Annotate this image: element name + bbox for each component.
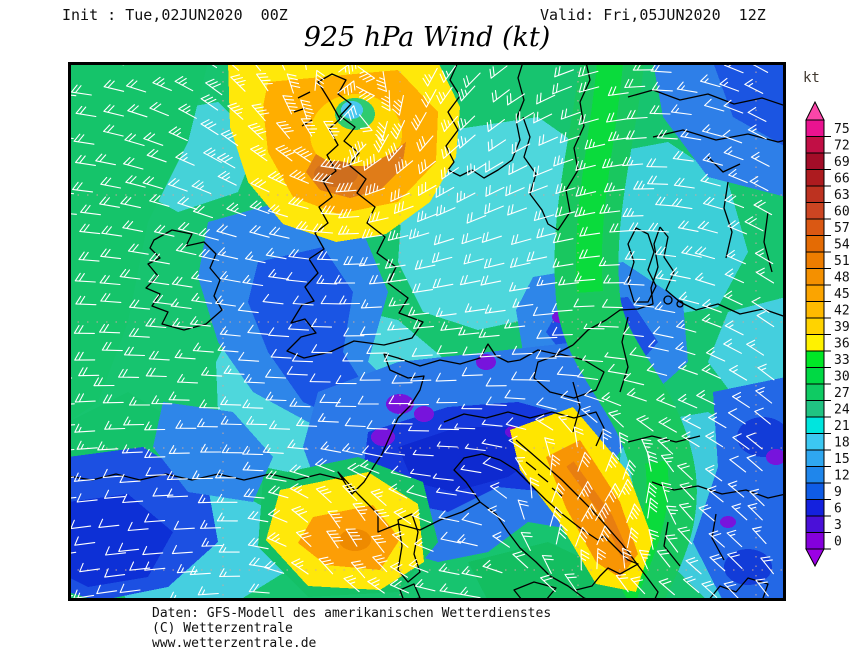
legend-color-box — [805, 202, 825, 220]
legend-color-box — [805, 268, 825, 286]
legend-color-box — [805, 251, 825, 269]
legend-color-box — [805, 284, 825, 302]
legend-value-label: 66 — [834, 171, 850, 186]
legend-color-box — [805, 185, 825, 203]
footer-copyright: (C) Wetterzentrale — [152, 621, 293, 636]
legend-value-label: 30 — [834, 369, 850, 384]
legend-color-box — [805, 235, 825, 253]
legend-color-box — [805, 400, 825, 418]
legend-color-box — [805, 416, 825, 434]
legend-color-box — [805, 383, 825, 401]
legend-value-label: 54 — [834, 237, 850, 252]
legend-value-label: 27 — [834, 386, 850, 401]
legend-color-box — [805, 532, 825, 550]
legend-unit-label: kt — [803, 70, 820, 86]
legend-value-label: 42 — [834, 303, 850, 318]
legend-color-box — [805, 515, 825, 533]
legend-color-box — [805, 350, 825, 368]
legend-color-box — [805, 499, 825, 517]
legend-value-label: 12 — [834, 468, 850, 483]
legend-value-label: 51 — [834, 254, 850, 269]
legend-color-box — [805, 119, 825, 137]
legend-value-label: 15 — [834, 452, 850, 467]
legend-value-label: 72 — [834, 138, 850, 153]
legend-color-box — [805, 449, 825, 467]
legend-color-box — [805, 367, 825, 385]
legend-value-label: 0 — [834, 534, 842, 549]
legend-color-box — [805, 433, 825, 451]
legend-value-label: 36 — [834, 336, 850, 351]
legend-arrow-up — [805, 100, 825, 121]
legend-value-label: 33 — [834, 353, 850, 368]
valid-time-label: Valid: Fri,05JUN2020 12Z — [540, 6, 766, 24]
footer-data-source: Daten: GFS-Modell des amerikanischen Wet… — [152, 606, 552, 621]
legend-color-box — [805, 466, 825, 484]
legend-value-label: 57 — [834, 221, 850, 236]
legend-value-label: 48 — [834, 270, 850, 285]
legend-color-box — [805, 152, 825, 170]
footer-url: www.wetterzentrale.de — [152, 636, 317, 651]
wind-speed-field — [68, 62, 786, 601]
legend-value-label: 3 — [834, 518, 842, 533]
init-time-label: Init : Tue,02JUN2020 00Z — [62, 6, 288, 24]
legend-color-box — [805, 317, 825, 335]
legend-color-box — [805, 136, 825, 154]
page-title: 925 hPa Wind (kt) — [303, 22, 551, 53]
legend-color-box — [805, 334, 825, 352]
legend-color-box — [805, 218, 825, 236]
legend-value-label: 9 — [834, 485, 842, 500]
legend-value-label: 39 — [834, 320, 850, 335]
legend-color-box — [805, 482, 825, 500]
legend-value-label: 63 — [834, 188, 850, 203]
legend-value-label: 45 — [834, 287, 850, 302]
legend-value-label: 24 — [834, 402, 850, 417]
legend-value-label: 6 — [834, 501, 842, 516]
legend-color-box — [805, 169, 825, 187]
legend-value-label: 75 — [834, 122, 850, 137]
legend-value-label: 69 — [834, 155, 850, 170]
legend-color-box — [805, 301, 825, 319]
wind-speed-legend: 7572696663605754514845423936333027242118… — [805, 100, 850, 568]
legend-value-label: 60 — [834, 204, 850, 219]
legend-value-label: 21 — [834, 419, 850, 434]
map-border — [68, 62, 786, 601]
legend-value-label: 18 — [834, 435, 850, 450]
wind-map — [68, 62, 786, 601]
legend-arrow-down — [805, 548, 825, 568]
